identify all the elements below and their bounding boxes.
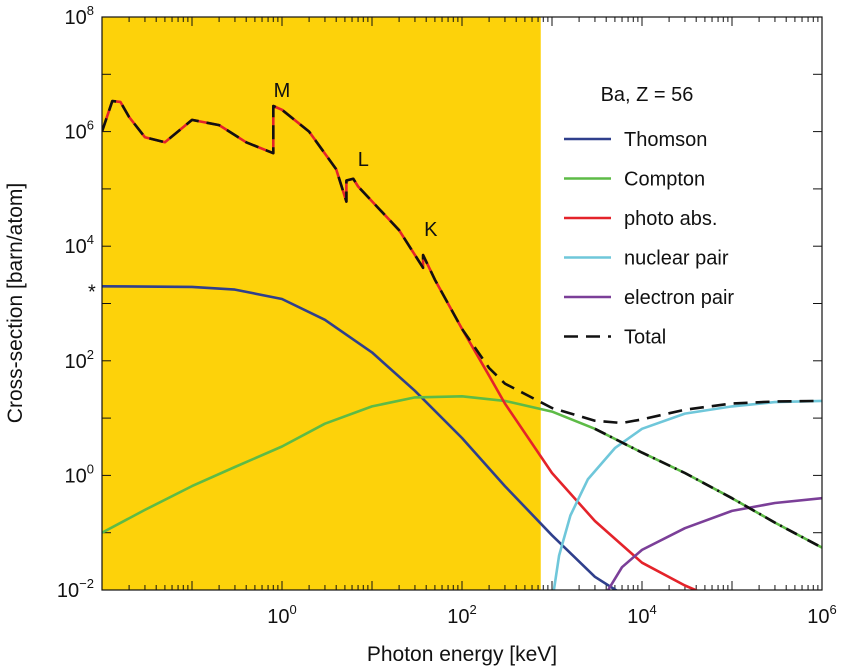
x-tick-label: 104 — [627, 602, 656, 628]
y-tick-label: 102 — [65, 347, 94, 373]
legend: Ba, Z = 56 Thomson Compton photo abs. nucle… — [564, 84, 734, 349]
legend-title: Ba, Z = 56 — [601, 84, 694, 106]
x-tick-label: 100 — [267, 602, 296, 628]
legend-label-nuclear-pair: nuclear pair — [624, 248, 729, 270]
legend-label-photo-abs: photo abs. — [624, 208, 717, 230]
y-tick-label: 106 — [65, 118, 94, 144]
x-tick-label: 102 — [447, 602, 476, 628]
y-marker: * — [88, 281, 96, 303]
legend-label-electron-pair: electron pair — [624, 287, 734, 309]
y-axis-title: Cross-section [barn/atom] — [4, 183, 27, 423]
edge-label-m: M — [274, 80, 291, 102]
y-tick-label: 100 — [65, 461, 94, 487]
shaded-region — [102, 17, 541, 590]
edge-label-k: K — [424, 219, 438, 241]
legend-label-compton: Compton — [624, 169, 705, 191]
x-tick-labels: 100 102 104 106 — [267, 602, 836, 628]
y-tick-label: 108 — [65, 3, 94, 29]
y-tick-label: 104 — [65, 232, 94, 258]
x-tick-label: 106 — [807, 602, 836, 628]
y-tick-label: 10−2 — [57, 576, 94, 602]
edge-label-l: L — [358, 149, 369, 171]
legend-label-total: Total — [624, 327, 666, 349]
legend-label-thomson: Thomson — [624, 129, 707, 151]
series-line-electron-pair — [608, 498, 822, 590]
x-axis-title: Photon energy [keV] — [367, 643, 557, 666]
